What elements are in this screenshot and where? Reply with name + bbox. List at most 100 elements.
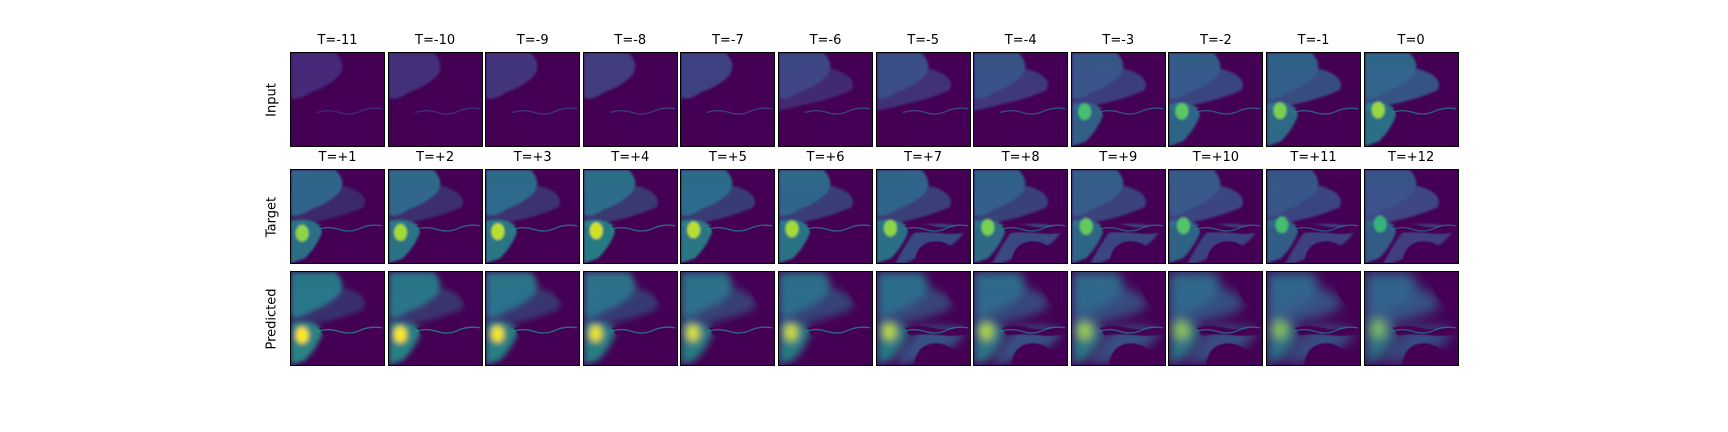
- heatmap-panel-target-3: [485, 169, 581, 264]
- heatmap-image: [779, 53, 872, 146]
- panel-title: T=+5: [708, 150, 747, 165]
- heatmap-panel-target-10: [1168, 169, 1264, 264]
- heatmap-image: [291, 272, 384, 365]
- heatmap-panel-predicted-12: [1363, 271, 1459, 366]
- heatmap-panel-target-4: [582, 169, 678, 264]
- panel-title: T=-2: [1199, 33, 1232, 48]
- heatmap-image: [779, 170, 872, 263]
- panel-title: T=+1: [318, 150, 357, 165]
- heatmap-panel-predicted-3: [485, 271, 581, 366]
- heatmap-image: [388, 170, 482, 263]
- heatmap-image: [1364, 53, 1458, 146]
- heatmap-panel-predicted-9: [1070, 271, 1166, 366]
- heatmap-image: [486, 170, 580, 263]
- row-label-input: Input: [264, 82, 280, 117]
- heatmap-panel-predicted-5: [680, 271, 776, 366]
- heatmap-image: [779, 272, 872, 365]
- heatmap-panel-target-6: [778, 169, 873, 264]
- heatmap-image: [291, 53, 384, 146]
- heatmap-image: [291, 170, 384, 263]
- heatmap-image: [388, 53, 482, 146]
- panel-title: T=-6: [809, 33, 842, 48]
- panel-title: T=-5: [907, 33, 939, 48]
- heatmap-image: [486, 272, 580, 365]
- panel-title: T=-4: [1004, 33, 1037, 48]
- heatmap-panel-predicted-8: [973, 271, 1069, 366]
- panel-title: T=+9: [1099, 150, 1138, 165]
- heatmap-panel-target-1: [290, 169, 385, 264]
- heatmap-image: [1071, 53, 1165, 146]
- heatmap-image: [974, 53, 1068, 146]
- heatmap-panel-input-9: [1070, 52, 1166, 147]
- heatmap-image: [681, 272, 775, 365]
- heatmap-panel-input-3: [485, 52, 581, 147]
- heatmap-image: [1267, 53, 1360, 146]
- panel-title: T=+10: [1192, 150, 1240, 165]
- heatmap-panel-target-5: [680, 169, 776, 264]
- panel-title: T=+6: [806, 150, 845, 165]
- panel-title: T=-10: [415, 33, 456, 48]
- heatmap-image: [876, 53, 970, 146]
- heatmap-image: [583, 170, 677, 263]
- heatmap-panel-target-2: [387, 169, 483, 264]
- heatmap-panel-predicted-6: [778, 271, 873, 366]
- heatmap-panel-input-10: [1168, 52, 1264, 147]
- heatmap-panel-input-2: [387, 52, 483, 147]
- heatmap-panel-input-5: [680, 52, 776, 147]
- heatmap-image: [1364, 272, 1458, 365]
- row-label-target: Target: [264, 196, 280, 237]
- panel-title: T=+2: [416, 150, 455, 165]
- heatmap-panel-target-7: [875, 169, 971, 264]
- heatmap-image: [681, 170, 775, 263]
- heatmap-panel-predicted-10: [1168, 271, 1264, 366]
- heatmap-image: [583, 53, 677, 146]
- heatmap-image: [583, 272, 677, 365]
- panel-title: T=+8: [1001, 150, 1040, 165]
- heatmap-image: [681, 53, 775, 146]
- heatmap-panel-input-1: [290, 52, 385, 147]
- heatmap-image: [1169, 53, 1263, 146]
- heatmap-image: [876, 170, 970, 263]
- heatmap-image: [1169, 170, 1263, 263]
- heatmap-panel-predicted-1: [290, 271, 385, 366]
- heatmap-panel-target-11: [1266, 169, 1361, 264]
- heatmap-panel-target-12: [1363, 169, 1459, 264]
- heatmap-image: [1071, 170, 1165, 263]
- panel-title: T=-8: [614, 33, 647, 48]
- heatmap-image: [1169, 272, 1263, 365]
- panel-title: T=-3: [1102, 33, 1135, 48]
- heatmap-panel-input-7: [875, 52, 971, 147]
- panel-title: T=-7: [711, 33, 744, 48]
- panel-title: T=0: [1397, 33, 1425, 48]
- panel-title: T=-9: [516, 33, 549, 48]
- heatmap-image: [1267, 170, 1360, 263]
- panel-title: T=+3: [513, 150, 552, 165]
- heatmap-image: [486, 53, 580, 146]
- panel-title: T=+4: [611, 150, 650, 165]
- heatmap-image: [1364, 170, 1458, 263]
- heatmap-panel-input-8: [973, 52, 1069, 147]
- heatmap-panel-target-8: [973, 169, 1069, 264]
- heatmap-image: [876, 272, 970, 365]
- heatmap-panel-predicted-4: [582, 271, 678, 366]
- heatmap-image: [974, 170, 1068, 263]
- heatmap-image: [1267, 272, 1360, 365]
- heatmap-panel-predicted-2: [387, 271, 483, 366]
- panel-title: T=-11: [317, 33, 358, 48]
- heatmap-image: [388, 272, 482, 365]
- heatmap-panel-target-9: [1070, 169, 1166, 264]
- panel-title: T=+7: [904, 150, 943, 165]
- heatmap-image: [1071, 272, 1165, 365]
- heatmap-image: [974, 272, 1068, 365]
- heatmap-panel-predicted-11: [1266, 271, 1361, 366]
- heatmap-panel-input-4: [582, 52, 678, 147]
- heatmap-panel-input-12: [1363, 52, 1459, 147]
- heatmap-panel-predicted-7: [875, 271, 971, 366]
- heatmap-panel-input-6: [778, 52, 873, 147]
- panel-title: T=+11: [1290, 150, 1337, 165]
- row-label-predicted: Predicted: [264, 287, 280, 350]
- panel-title: T=-1: [1297, 33, 1330, 48]
- panel-title: T=+12: [1387, 150, 1435, 165]
- heatmap-panel-input-11: [1266, 52, 1361, 147]
